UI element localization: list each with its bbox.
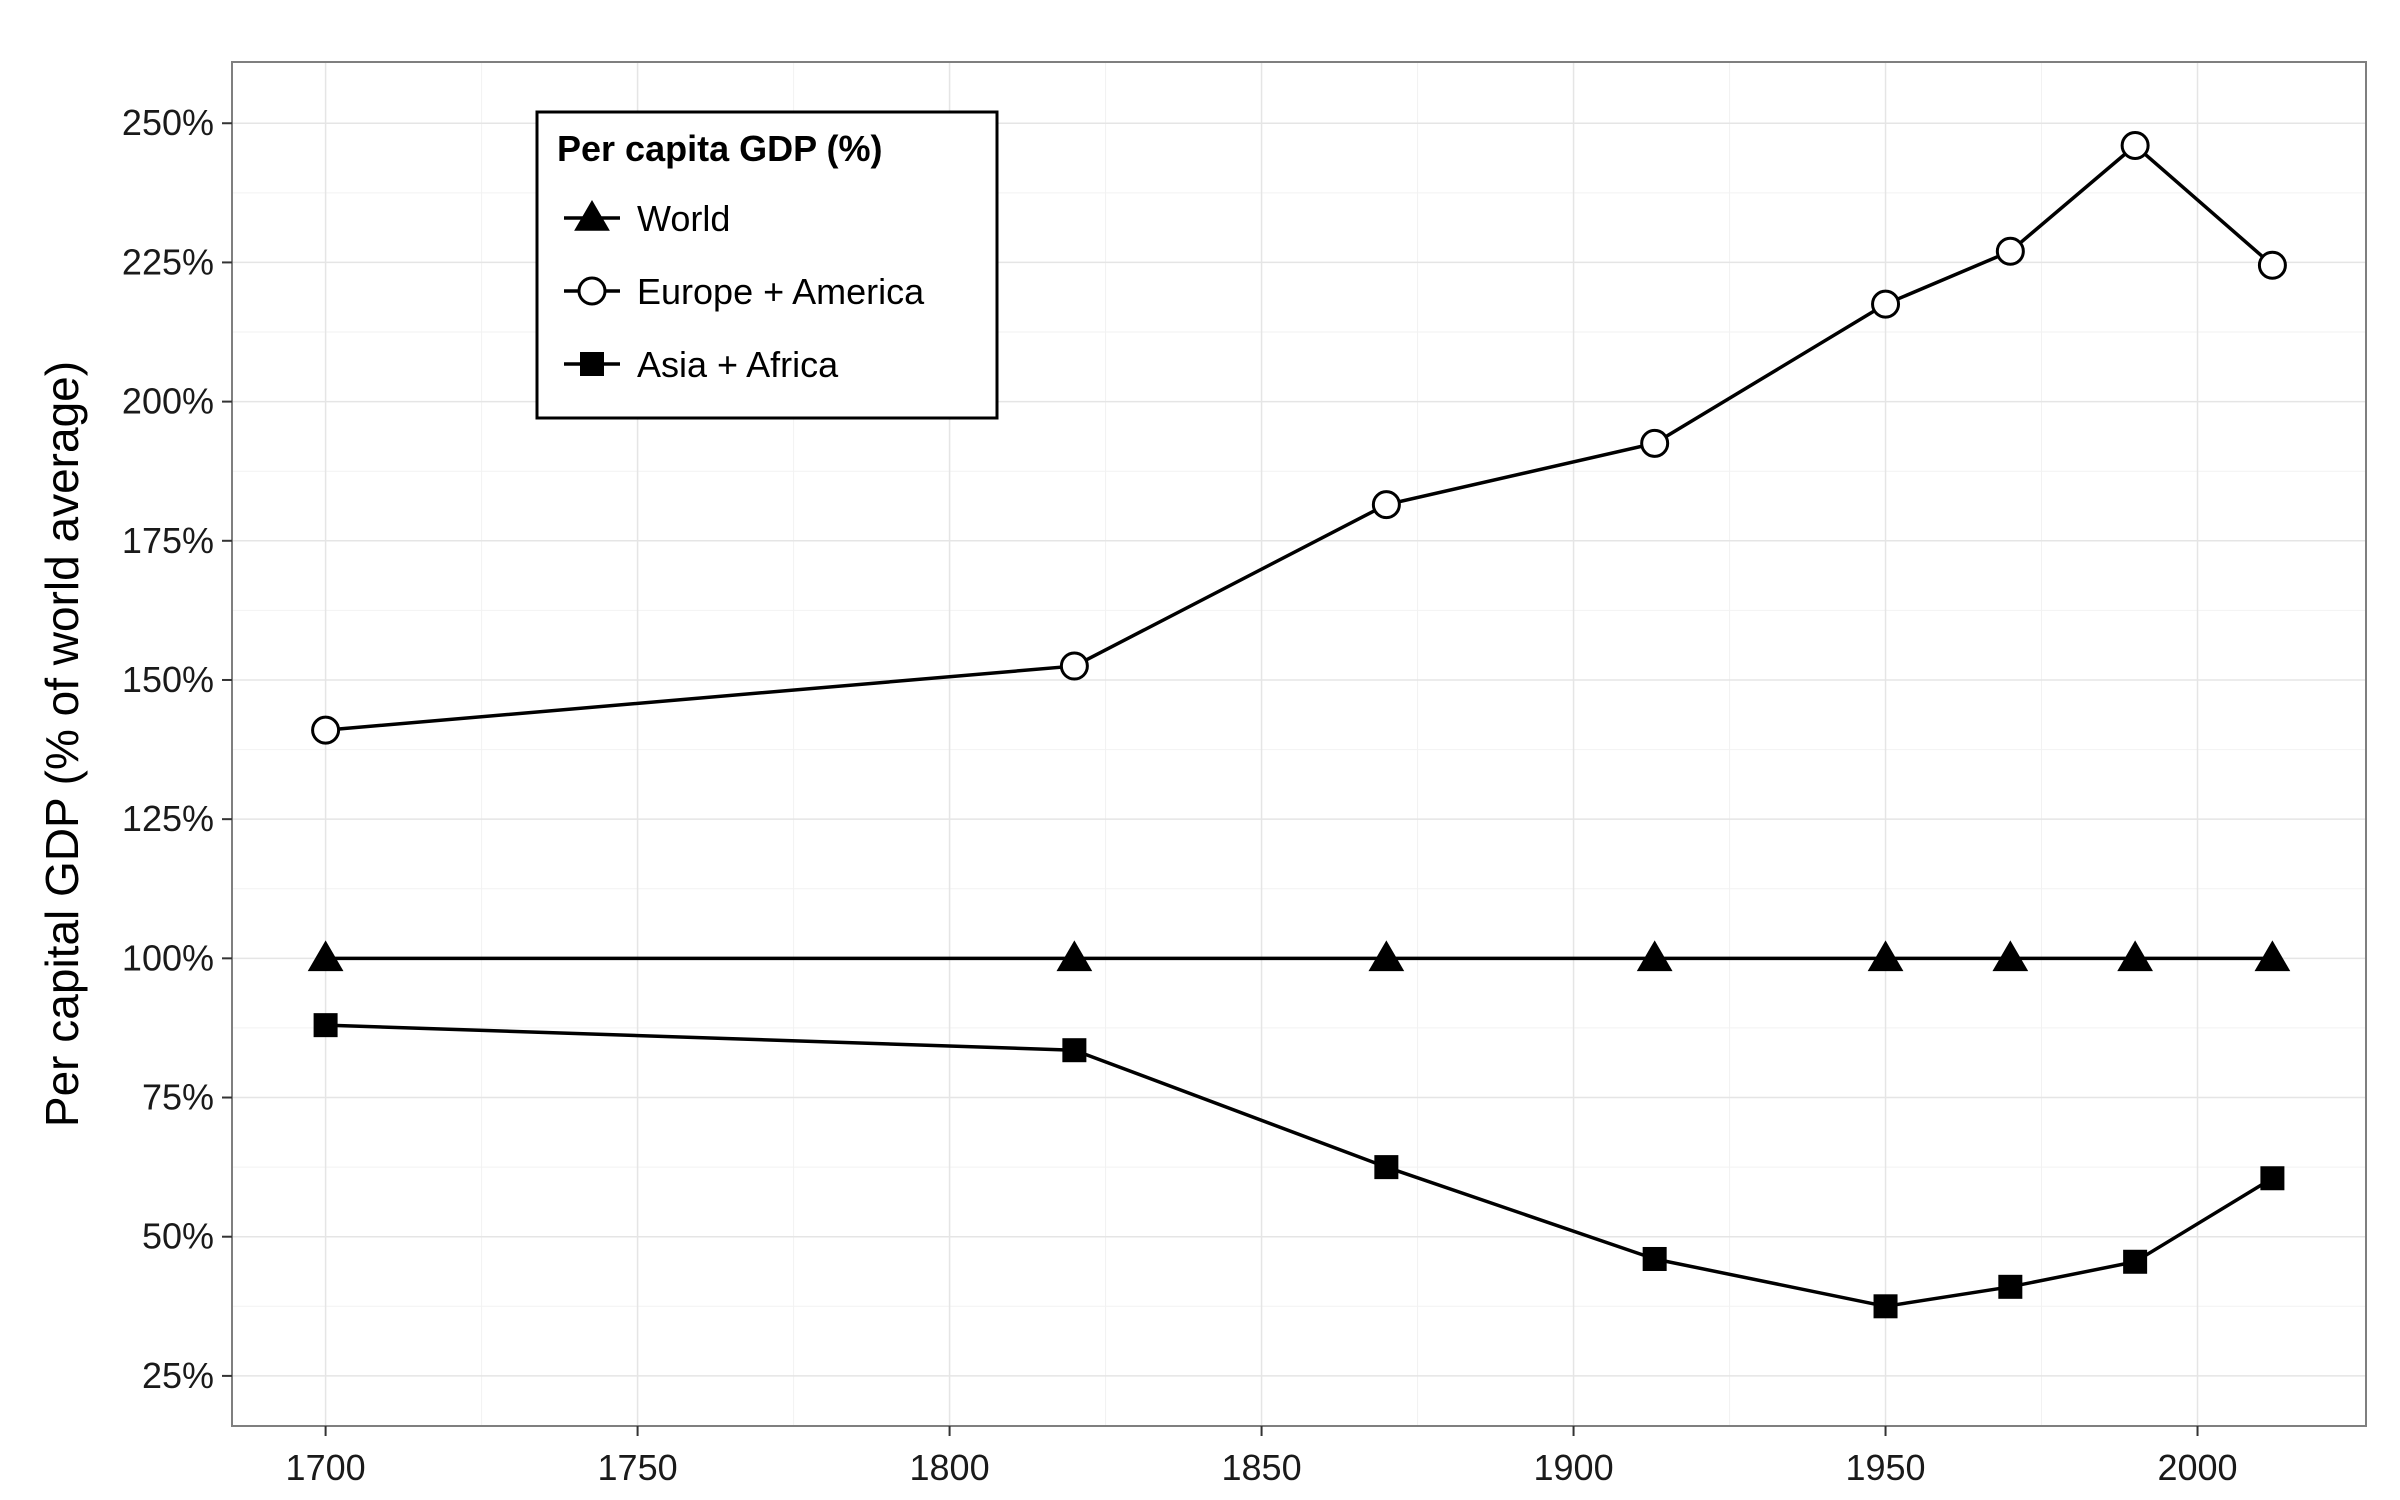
data-point-s2-0 [313, 1013, 338, 1038]
x-tick-label: 1750 [598, 1447, 678, 1488]
panel-border [231, 61, 2367, 1427]
legend-key-marker-2 [580, 352, 604, 376]
data-point-s0-0 [307, 940, 344, 972]
data-point-s2-2 [1374, 1155, 1399, 1180]
legend-label-0: World [637, 198, 730, 239]
y-tick-label: 25% [142, 1355, 214, 1396]
data-point-s0-7 [2254, 940, 2291, 972]
series-line-2 [325, 1023, 2274, 1309]
x-tick-label: 1950 [1845, 1447, 1925, 1488]
y-tick-label: 100% [122, 937, 214, 978]
data-point-s2-4 [1873, 1294, 1898, 1319]
data-point-s1-1 [1059, 651, 1089, 681]
data-point-s0-3 [1636, 940, 1673, 972]
series-line-1 [325, 143, 2274, 732]
legend-label-1: Europe + America [637, 271, 925, 312]
series-markers [307, 131, 2291, 1319]
legend-box [535, 110, 999, 420]
data-point-s0-6 [2117, 940, 2153, 972]
y-tick-label: 200% [122, 381, 214, 422]
data-point-s0-1 [1056, 940, 1093, 972]
y-axis: 25% 50% 75% 100% 125% 150% 175% 200% 225% 250% [122, 102, 232, 1396]
legend-key-marker-0 [574, 200, 610, 231]
data-point-s1-2 [1371, 490, 1401, 520]
data-point-s1-4 [1871, 289, 1901, 319]
data-point-s2-7 [2260, 1166, 2285, 1191]
data-point-s2-3 [1642, 1246, 1667, 1271]
x-tick-label: 1900 [1534, 1447, 1614, 1488]
data-point-s1-0 [311, 715, 341, 745]
legend-items: World Europe + America Asia + Africa [564, 198, 925, 385]
x-axis: 1700 1750 1800 1850 1900 1950 2000 [286, 1426, 2238, 1488]
data-point-s0-2 [1368, 940, 1405, 972]
y-tick-label: 175% [122, 520, 214, 561]
legend-key-marker-1 [577, 276, 607, 306]
x-tick-label: 1800 [910, 1447, 990, 1488]
y-tick-label: 50% [142, 1216, 214, 1257]
grid-minor [232, 62, 2366, 1426]
data-point-s0-4 [1867, 940, 1904, 972]
y-tick-label: 150% [122, 659, 214, 700]
y-tick-label: 75% [142, 1077, 214, 1118]
y-tick-label: 225% [122, 241, 214, 282]
legend-title: Per capita GDP (%) [557, 128, 882, 169]
data-point-s1-6 [2120, 131, 2150, 161]
data-point-s0-5 [1992, 940, 2029, 972]
data-point-s1-7 [2257, 250, 2287, 280]
x-tick-label: 1700 [286, 1447, 366, 1488]
y-axis-title: Per capital GDP (% of world average) [36, 361, 88, 1127]
legend-label-2: Asia + Africa [637, 344, 839, 385]
legend: Per capita GDP (%) World Europe + America… [535, 110, 999, 420]
x-tick-label: 2000 [2157, 1447, 2237, 1488]
y-tick-label: 125% [122, 798, 214, 839]
data-point-s1-5 [1995, 236, 2025, 266]
data-point-s2-1 [1062, 1038, 1087, 1063]
data-point-s2-5 [1998, 1274, 2023, 1299]
y-tick-label: 250% [122, 102, 214, 143]
data-point-s2-6 [2123, 1249, 2148, 1274]
data-point-s1-3 [1640, 428, 1670, 458]
x-tick-label: 1850 [1222, 1447, 1302, 1488]
series-lines [325, 143, 2274, 1309]
